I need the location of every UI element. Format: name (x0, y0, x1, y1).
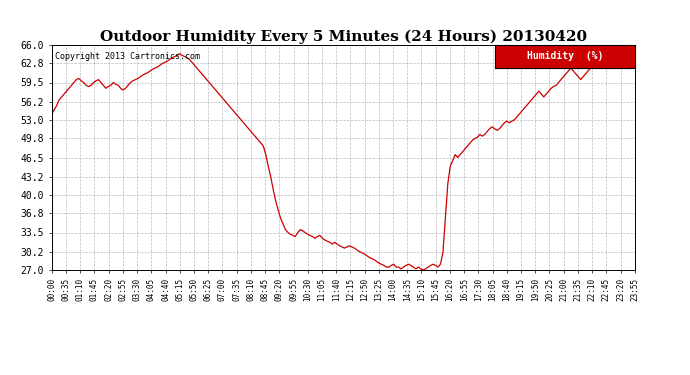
Title: Outdoor Humidity Every 5 Minutes (24 Hours) 20130420: Outdoor Humidity Every 5 Minutes (24 Hou… (100, 30, 586, 44)
Text: Copyright 2013 Cartronics.com: Copyright 2013 Cartronics.com (55, 52, 199, 61)
